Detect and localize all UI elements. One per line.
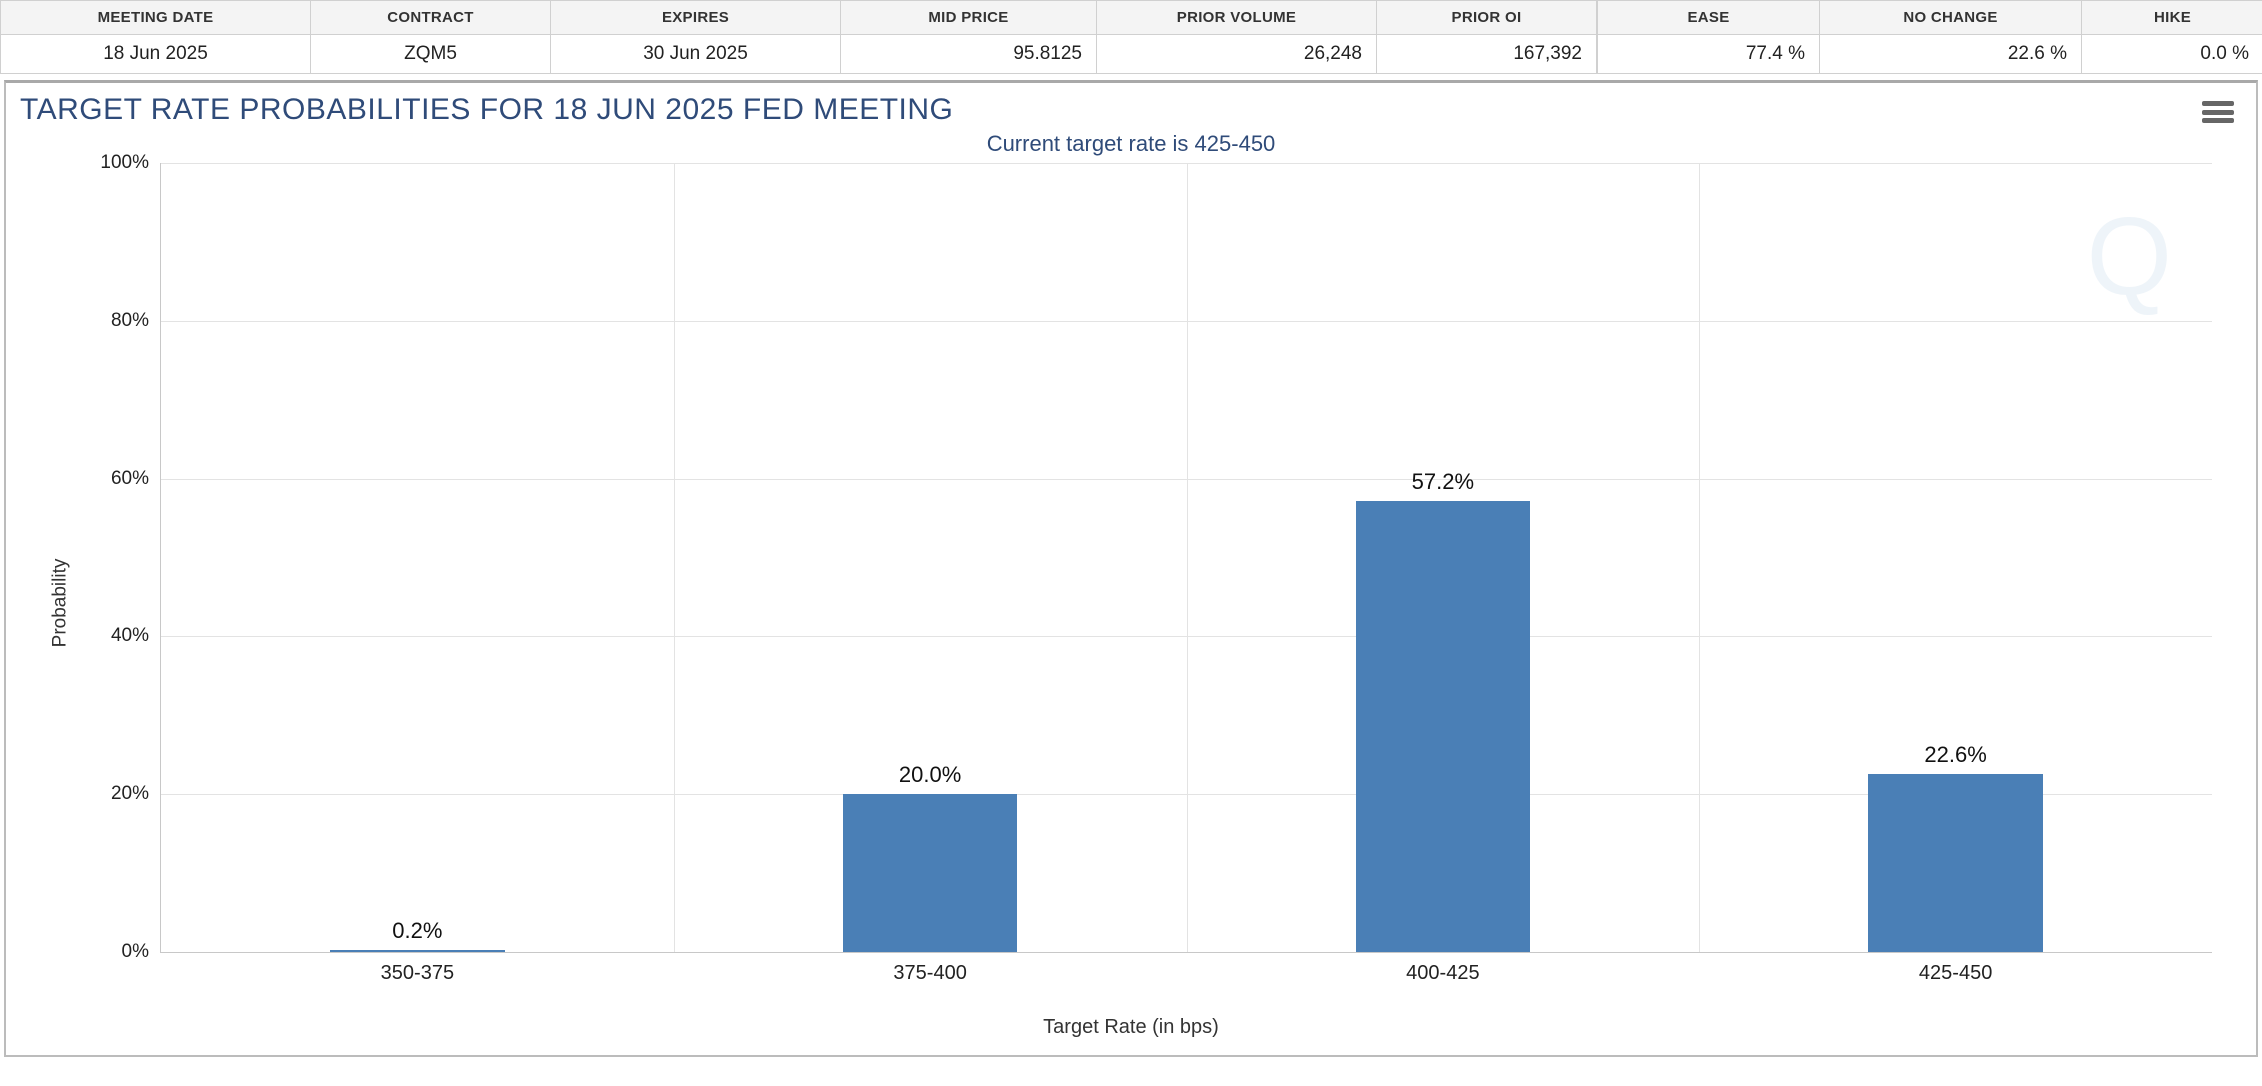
vertical-gridline <box>1699 163 1700 952</box>
table-row: 77.4 % 22.6 % 0.0 % <box>1598 35 2262 74</box>
x-tick-label: 400-425 <box>1406 962 1479 985</box>
bar[interactable] <box>330 950 504 952</box>
contract-table: MEETING DATECONTRACTEXPIRESMID PRICEPRIO… <box>0 0 1597 74</box>
column-header[interactable]: MEETING DATE <box>1 1 311 35</box>
cell-hike: 0.0 % <box>2082 35 2262 74</box>
chart-menu-button[interactable] <box>2200 97 2236 127</box>
y-tick-label: 80% <box>111 310 149 332</box>
bar-value-label: 0.2% <box>392 918 442 944</box>
cell-meeting-date: 18 Jun 2025 <box>1 35 311 74</box>
column-header[interactable]: PRIOR VOLUME <box>1097 1 1377 35</box>
x-tick-label: 425-450 <box>1919 962 1992 985</box>
y-axis-label: Probability <box>49 559 71 648</box>
y-tick-label: 20% <box>111 783 149 805</box>
x-tick-label: 375-400 <box>893 962 966 985</box>
chart-panel: TARGET RATE PROBABILITIES FOR 18 JUN 202… <box>4 80 2258 1057</box>
y-tick-label: 100% <box>100 152 149 174</box>
plot-area: Q 0%20%40%60%80%100%0.2%350-37520.0%375-… <box>160 163 2212 953</box>
bar[interactable] <box>843 794 1017 952</box>
summary-tables: MEETING DATECONTRACTEXPIRESMID PRICEPRIO… <box>0 0 2262 74</box>
bar[interactable] <box>1868 774 2042 952</box>
bar-value-label: 20.0% <box>899 762 961 788</box>
cell-prior-oi: 167,392 <box>1377 35 1597 74</box>
bar-value-label: 22.6% <box>1924 742 1986 768</box>
y-tick-label: 0% <box>122 941 149 963</box>
cell-ease: 77.4 % <box>1598 35 1820 74</box>
column-header[interactable]: MID PRICE <box>841 1 1097 35</box>
x-tick-label: 350-375 <box>381 962 454 985</box>
chart-title: TARGET RATE PROBABILITIES FOR 18 JUN 202… <box>20 93 2242 127</box>
vertical-gridline <box>1187 163 1188 952</box>
bar-value-label: 57.2% <box>1412 469 1474 495</box>
cell-contract: ZQM5 <box>311 35 551 74</box>
cell-mid-price: 95.8125 <box>841 35 1097 74</box>
cell-prior-volume: 26,248 <box>1097 35 1377 74</box>
cell-expires: 30 Jun 2025 <box>551 35 841 74</box>
bar[interactable] <box>1356 501 1530 952</box>
y-tick-label: 40% <box>111 625 149 647</box>
column-header[interactable]: NO CHANGE <box>1820 1 2082 35</box>
vertical-gridline <box>674 163 675 952</box>
column-header[interactable]: EXPIRES <box>551 1 841 35</box>
cell-no-change: 22.6 % <box>1820 35 2082 74</box>
chart-plot: Probability Q 0%20%40%60%80%100%0.2%350-… <box>20 163 2242 1043</box>
column-header[interactable]: EASE <box>1598 1 1820 35</box>
probability-table: EASENO CHANGEHIKE 77.4 % 22.6 % 0.0 % <box>1597 0 2262 74</box>
x-axis-label: Target Rate (in bps) <box>1043 1016 1219 1039</box>
column-header[interactable]: HIKE <box>2082 1 2262 35</box>
table-row: 18 Jun 2025 ZQM5 30 Jun 2025 95.8125 26,… <box>1 35 1597 74</box>
y-tick-label: 60% <box>111 468 149 490</box>
chart-subtitle: Current target rate is 425-450 <box>20 131 2242 157</box>
column-header[interactable]: CONTRACT <box>311 1 551 35</box>
column-header[interactable]: PRIOR OI <box>1377 1 1597 35</box>
watermark: Q <box>2086 193 2172 320</box>
